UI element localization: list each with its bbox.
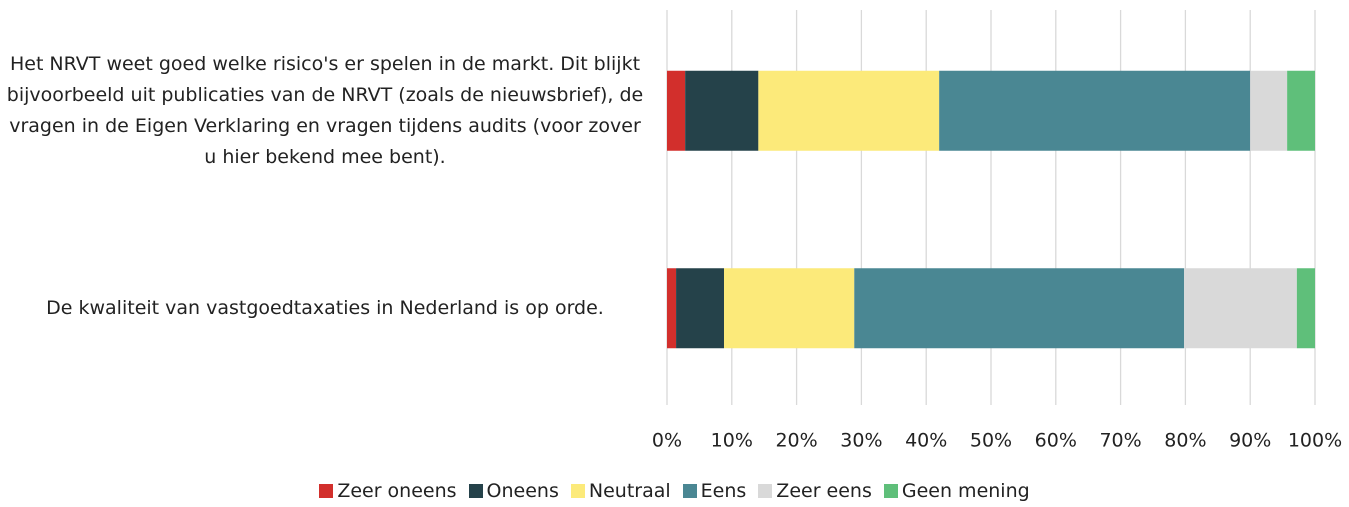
bar-segment (685, 70, 759, 151)
x-tick-label: 40% (905, 430, 947, 452)
legend-item: Eens (682, 480, 747, 502)
bar-segment (939, 70, 1251, 151)
category-label: De kwaliteit van vastgoedtaxaties in Ned… (46, 296, 604, 319)
bar-segment (1287, 70, 1315, 151)
legend-swatch (758, 484, 773, 498)
legend-item: Geen mening (883, 480, 1030, 502)
legend-swatch (682, 484, 697, 498)
legend-item: Zeer oneens (319, 480, 457, 502)
legend-item: Zeer eens (758, 480, 872, 502)
legend: Zeer oneens Oneens Neutraal Eens Zeer eens Ge… (0, 480, 1349, 502)
x-tick-label: 80% (1164, 430, 1206, 452)
x-tick-label: 0% (652, 430, 682, 452)
bar-segment (667, 268, 677, 349)
legend-label: Geen mening (901, 480, 1030, 502)
bar-segment (724, 268, 855, 349)
legend-label: Eens (700, 480, 747, 502)
legend-swatch (570, 484, 585, 498)
x-tick-label: 10% (711, 430, 753, 452)
bar-segment (1184, 268, 1297, 349)
legend-swatch (883, 484, 898, 498)
legend-item: Oneens (468, 480, 559, 502)
x-tick-label: 20% (775, 430, 817, 452)
legend-swatch (319, 484, 334, 498)
bar-segment (1250, 70, 1288, 151)
x-tick-label: 100% (1288, 430, 1342, 452)
x-tick-label: 50% (970, 430, 1012, 452)
x-tick-label: 70% (1099, 430, 1141, 452)
legend-label: Zeer eens (776, 480, 872, 502)
bar-segment (676, 268, 725, 349)
bar-segment (1296, 268, 1315, 349)
legend-label: Neutraal (588, 480, 671, 502)
legend-label: Oneens (486, 480, 559, 502)
bar-segment (854, 268, 1185, 349)
x-tick-label: 90% (1229, 430, 1271, 452)
x-tick-label: 30% (840, 430, 882, 452)
legend-item: Neutraal (570, 480, 671, 502)
x-tick-label: 60% (1035, 430, 1077, 452)
legend-label: Zeer oneens (337, 480, 457, 502)
category-label: Het NRVT weet goed welke risico's er spe… (6, 52, 644, 168)
bar-segment (758, 70, 940, 151)
legend-swatch (468, 484, 483, 498)
bar-segment (667, 70, 686, 151)
